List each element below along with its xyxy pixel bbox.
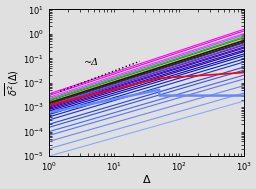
Y-axis label: $\overline{\delta^2}(\Delta)$: $\overline{\delta^2}(\Delta)$ <box>4 69 21 96</box>
X-axis label: Δ: Δ <box>142 175 150 185</box>
Text: ~Δ: ~Δ <box>84 58 99 67</box>
